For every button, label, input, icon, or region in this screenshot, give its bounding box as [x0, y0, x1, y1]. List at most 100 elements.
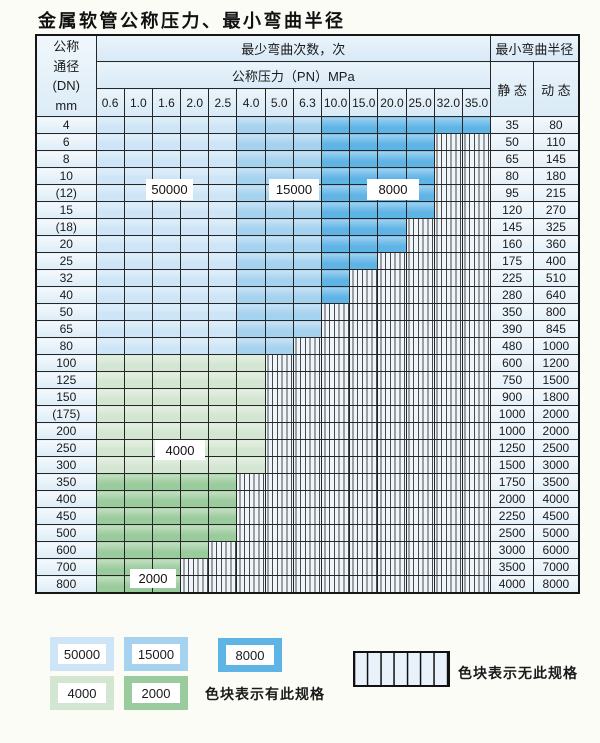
- spec-cell-unavailable: [433, 150, 463, 168]
- spec-cell-available: [123, 473, 153, 491]
- spec-cell-unavailable: [320, 439, 351, 457]
- dn-header-line: 通径: [53, 58, 80, 74]
- spec-cell-unavailable: [377, 524, 407, 542]
- spec-cell-unavailable: [349, 303, 379, 321]
- spec-cell-unavailable: [264, 439, 294, 457]
- static-radius-cell: 2250: [490, 507, 535, 525]
- spec-cell-available: [123, 303, 153, 321]
- spec-cell-unavailable: [320, 303, 351, 321]
- bend-count-header: 最少弯曲次数，次: [95, 34, 492, 62]
- spec-cell-available: [180, 473, 210, 491]
- dynamic-radius-cell: 7000: [533, 558, 580, 576]
- static-radius-cell: 2000: [490, 490, 535, 508]
- spec-cell-available: [405, 201, 435, 219]
- spec-cell-available: [349, 150, 379, 168]
- spec-cell-unavailable: [461, 507, 492, 525]
- dynamic-radius-cell: 6000: [533, 541, 580, 559]
- spec-cell-unavailable: [320, 524, 351, 542]
- spec-cell-available: [264, 218, 294, 236]
- spec-cell-available: [405, 116, 435, 134]
- spec-cell-unavailable: [320, 558, 351, 576]
- spec-cell-unavailable: [320, 320, 351, 338]
- spec-cell-available: [320, 252, 351, 270]
- spec-cell-available: [123, 354, 153, 372]
- spec-cell-available: [320, 286, 351, 304]
- spec-cell-unavailable: [292, 337, 323, 355]
- spec-cell-unavailable: [433, 218, 463, 236]
- spec-cell-unavailable: [433, 575, 463, 594]
- spec-cell-unavailable: [292, 507, 323, 525]
- spec-cell-available: [180, 269, 210, 287]
- spec-cell-unavailable: [433, 371, 463, 389]
- spec-cell-available: [151, 320, 182, 338]
- dn-cell: 350: [35, 473, 97, 491]
- spec-cell-available: [95, 456, 125, 474]
- spec-cell-available: [95, 541, 125, 559]
- spec-cell-available: [208, 490, 238, 508]
- dn-cell: (18): [35, 218, 97, 236]
- spec-cell-available: [95, 150, 125, 168]
- spec-cell-available: [123, 133, 153, 151]
- spec-cell-available: [264, 252, 294, 270]
- spec-cell-unavailable: [349, 354, 379, 372]
- spec-cell-unavailable: [320, 405, 351, 423]
- spec-cell-unavailable: [377, 541, 407, 559]
- spec-cell-unavailable: [461, 473, 492, 491]
- spec-cell-available: [236, 388, 266, 406]
- spec-cell-unavailable: [461, 303, 492, 321]
- spec-cell-available: [95, 320, 125, 338]
- table-row: 8 65 145: [35, 150, 580, 168]
- spec-cell-available: [95, 575, 125, 594]
- spec-cell-unavailable: [461, 201, 492, 219]
- pressure-col-header: 4.0: [236, 88, 266, 117]
- spec-cell-available: [236, 167, 266, 185]
- static-radius-cell: 50: [490, 133, 535, 151]
- pressure-col-header: 5.0: [264, 88, 294, 117]
- spec-cell-available: [264, 133, 294, 151]
- spec-cell-unavailable: [461, 524, 492, 542]
- spec-cell-unavailable: [320, 575, 351, 594]
- dynamic-radius-cell: 4500: [533, 507, 580, 525]
- spec-cell-available: [180, 133, 210, 151]
- spec-cell-unavailable: [377, 507, 407, 525]
- dynamic-radius-cell: 1500: [533, 371, 580, 389]
- spec-cell-available: [123, 150, 153, 168]
- spec-cell-available: [123, 320, 153, 338]
- spec-cell-available: [264, 235, 294, 253]
- spec-cell-unavailable: [292, 524, 323, 542]
- spec-cell-available: [349, 252, 379, 270]
- spec-cell-available: [123, 456, 153, 474]
- spec-cell-available: [95, 167, 125, 185]
- spec-cell-unavailable: [236, 524, 266, 542]
- spec-cell-unavailable: [433, 558, 463, 576]
- legend-swatch-15000: 15000: [124, 637, 188, 671]
- spec-cell-unavailable: [461, 541, 492, 559]
- spec-cell-available: [95, 218, 125, 236]
- spec-cell-available: [123, 116, 153, 134]
- spec-cell-available: [320, 269, 351, 287]
- spec-cell-available: [151, 371, 182, 389]
- spec-cell-unavailable: [292, 541, 323, 559]
- spec-cell-available: [180, 507, 210, 525]
- spec-cell-available: [236, 252, 266, 270]
- spec-cell-available: [95, 269, 125, 287]
- spec-cell-unavailable: [405, 388, 435, 406]
- spec-cell-unavailable: [433, 201, 463, 219]
- spec-cell-unavailable: [320, 388, 351, 406]
- spec-cell-available: [320, 184, 351, 202]
- spec-cell-available: [264, 320, 294, 338]
- dn-cell: 800: [35, 575, 97, 594]
- spec-cell-available: [208, 184, 238, 202]
- spec-cell-available: [292, 201, 323, 219]
- spec-cell-available: [236, 269, 266, 287]
- spec-cell-available: [180, 422, 210, 440]
- spec-cell-unavailable: [377, 337, 407, 355]
- static-radius-cell: 2500: [490, 524, 535, 542]
- spec-cell-unavailable: [349, 320, 379, 338]
- spec-cell-unavailable: [433, 388, 463, 406]
- pressure-col-header: 6.3: [292, 88, 323, 117]
- spec-cell-available: [292, 218, 323, 236]
- spec-cell-available: [95, 490, 125, 508]
- static-radius-cell: 900: [490, 388, 535, 406]
